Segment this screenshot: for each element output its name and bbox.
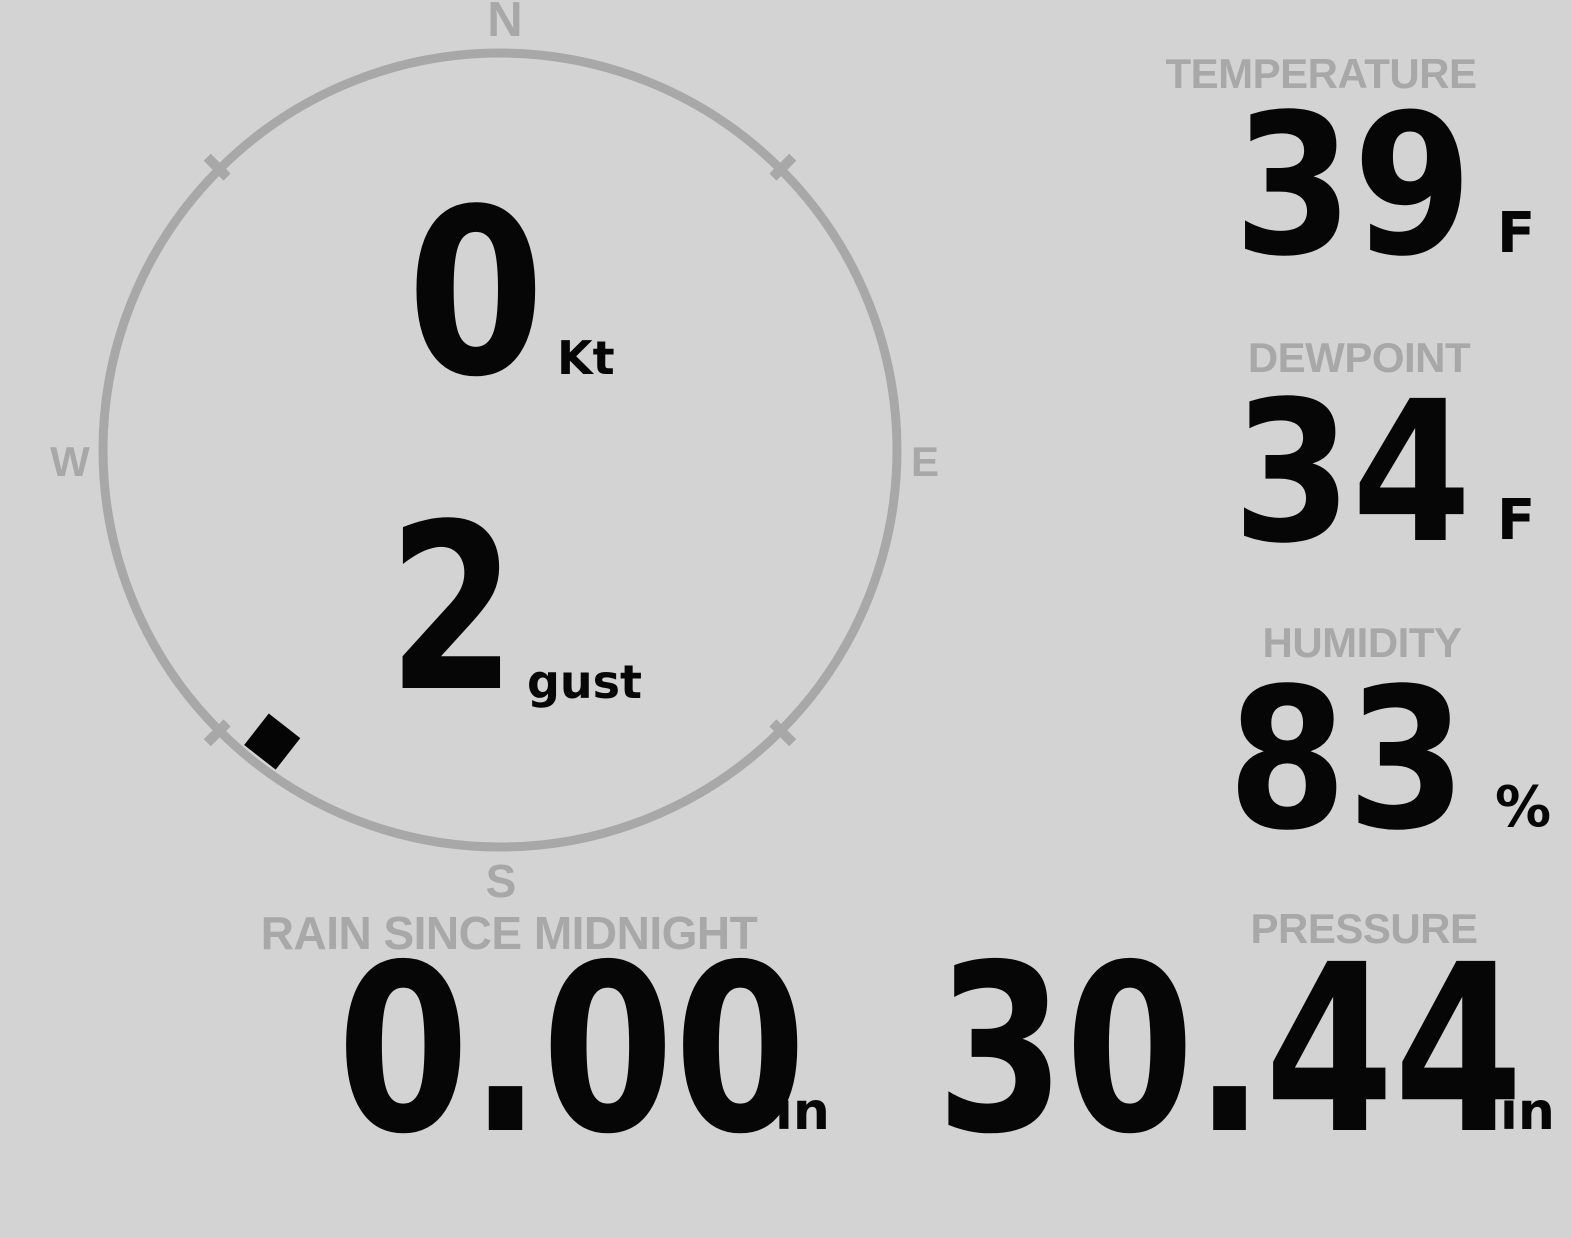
cardinal-east: E bbox=[910, 438, 940, 485]
compass-tick-se bbox=[769, 719, 797, 747]
pressure-value: 30.44 bbox=[936, 915, 1524, 1185]
cardinal-south: S bbox=[485, 855, 517, 907]
wind-gust-unit: gust bbox=[527, 655, 643, 709]
dewpoint-unit: F bbox=[1497, 488, 1536, 553]
dewpoint-value: 34 bbox=[1232, 359, 1471, 586]
compass-ticks bbox=[203, 153, 797, 747]
wind-speed-value: 0 bbox=[407, 161, 545, 428]
cardinal-north: N bbox=[487, 0, 523, 47]
humidity-value: 83 bbox=[1227, 646, 1466, 873]
compass-tick-sw bbox=[203, 719, 231, 747]
temperature-value: 39 bbox=[1233, 72, 1472, 299]
dewpoint-label: DEWPOINT bbox=[1247, 334, 1471, 381]
temperature-unit: F bbox=[1497, 201, 1536, 266]
pressure-unit: in bbox=[1500, 1082, 1555, 1142]
compass-tick-ne bbox=[769, 153, 797, 181]
compass-ring bbox=[98, 48, 902, 852]
humidity-unit: % bbox=[1495, 775, 1552, 840]
wind-speed-unit: Kt bbox=[557, 331, 615, 385]
humidity-label: HUMIDITY bbox=[1262, 619, 1463, 666]
rain-label: RAIN SINCE MIDNIGHT bbox=[260, 907, 758, 959]
pressure-label: PRESSURE bbox=[1250, 905, 1478, 952]
temperature-label: TEMPERATURE bbox=[1165, 50, 1477, 97]
wind-direction-indicator bbox=[244, 713, 301, 770]
wind-gust-value: 2 bbox=[388, 476, 517, 743]
rain-unit: in bbox=[775, 1082, 830, 1142]
rain-value: 0.00 bbox=[337, 915, 807, 1185]
compass-tick-nw bbox=[203, 153, 231, 181]
cardinal-west: W bbox=[50, 438, 90, 485]
